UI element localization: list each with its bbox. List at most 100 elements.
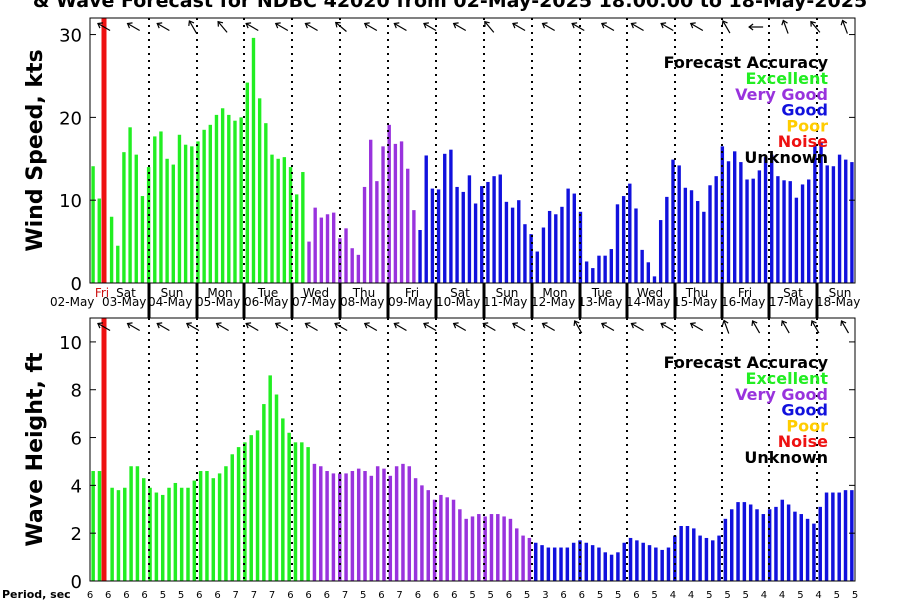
direction-arrow-icon	[215, 322, 229, 332]
wave-bar	[198, 471, 203, 581]
wind-bar	[202, 129, 206, 283]
period-value: 6	[579, 590, 585, 600]
wave-bar	[129, 466, 133, 581]
date-label: 14-May	[626, 295, 670, 309]
wave-bar	[192, 480, 197, 581]
wave-bar	[432, 499, 437, 581]
direction-arrow-icon	[541, 22, 555, 32]
direction-arrow-icon	[751, 320, 761, 334]
wind-bar	[288, 167, 293, 283]
wind-bar	[430, 188, 435, 283]
period-value: 5	[724, 590, 730, 600]
direction-arrow-icon	[840, 320, 850, 334]
direction-arrow-icon	[840, 19, 848, 34]
date-label: 15-May	[673, 295, 717, 309]
wind-bar	[418, 230, 422, 283]
wind-bar	[794, 197, 799, 283]
direction-arrow-icon	[600, 22, 615, 32]
wave-bar	[824, 492, 829, 581]
wind-bar	[547, 210, 552, 283]
date-label: 12-May	[531, 295, 575, 309]
wind-bar	[443, 153, 447, 283]
wind-bar	[591, 268, 595, 283]
wave-bar	[559, 547, 563, 581]
wave-bar	[673, 535, 677, 581]
wave-bar	[382, 468, 386, 581]
legend-title: Forecast Accuracy	[664, 53, 829, 72]
direction-arrow-icon	[600, 322, 615, 332]
wave-bar	[774, 506, 778, 581]
wind-bar	[159, 131, 163, 283]
wind-bar	[436, 189, 441, 283]
direction-arrow-icon	[482, 322, 496, 332]
period-value: 5	[651, 590, 657, 600]
wind-bar	[844, 159, 848, 283]
wind-bar	[134, 154, 138, 283]
wind-bar	[782, 180, 786, 283]
direction-arrow-icon	[363, 22, 378, 32]
wind-bar	[455, 186, 459, 283]
wave-bar	[850, 490, 854, 581]
wave-bar	[243, 442, 247, 581]
wind-bar	[171, 164, 175, 283]
wind-bar	[677, 165, 681, 283]
wave-bar	[584, 542, 589, 581]
direction-arrow-icon	[274, 22, 289, 32]
date-label: 09-May	[388, 295, 432, 309]
wind-bar	[331, 212, 336, 283]
wind-bar	[369, 139, 373, 283]
period-value: 6	[633, 590, 639, 600]
period-value: 6	[305, 590, 311, 600]
wind-bar	[325, 214, 330, 283]
wave-bar	[818, 506, 822, 581]
wave-bar	[116, 490, 121, 581]
wave-bar	[363, 471, 367, 581]
wave-bar	[470, 516, 475, 581]
wave-bar	[679, 526, 683, 581]
wind-bar	[702, 211, 706, 283]
legend-item: Unknown	[744, 148, 828, 167]
legend-item: Good	[781, 401, 828, 420]
wind-bar	[695, 201, 700, 283]
wave-bar	[464, 518, 468, 581]
wind-bar	[510, 207, 515, 283]
wave-bar	[767, 509, 772, 581]
direction-arrow-icon	[810, 20, 821, 33]
wind-bar	[122, 152, 126, 283]
wind-bar	[128, 127, 132, 283]
wave-bar	[249, 435, 253, 581]
wave-bar	[224, 466, 228, 581]
wave-bar	[729, 509, 734, 581]
day-label: Wed	[637, 286, 663, 300]
wind-bar	[554, 214, 558, 283]
day-label: Sun	[496, 286, 519, 300]
direction-arrow-icon	[274, 322, 289, 332]
wind-bar	[480, 186, 484, 283]
day-label: Fri	[738, 286, 752, 300]
direction-arrow-icon	[97, 22, 111, 32]
wind-bar	[97, 198, 101, 283]
wind-bar	[603, 255, 607, 283]
wind-bar	[239, 117, 243, 284]
wind-bar	[837, 154, 842, 283]
period-value: 5	[178, 590, 184, 600]
direction-arrow-icon	[304, 322, 318, 332]
direction-arrow-icon	[363, 322, 378, 332]
wave-bar	[717, 535, 721, 581]
period-value: 6	[324, 590, 330, 600]
wave-bar	[748, 504, 753, 581]
period-value: 5	[852, 590, 858, 600]
date-label: 13-May	[578, 295, 622, 309]
day-label: Mon	[207, 286, 232, 300]
y-tick-label: 10	[59, 333, 82, 354]
wave-bar	[173, 482, 178, 581]
period-value: 6	[287, 590, 293, 600]
wind-bar	[689, 190, 694, 283]
legend-item: Noise	[778, 432, 828, 451]
date-label: 17-May	[769, 295, 813, 309]
wind-bar	[529, 234, 533, 283]
wave-bar	[281, 418, 285, 581]
direction-arrow-icon	[660, 22, 674, 32]
y-tick-label: 10	[59, 191, 82, 212]
